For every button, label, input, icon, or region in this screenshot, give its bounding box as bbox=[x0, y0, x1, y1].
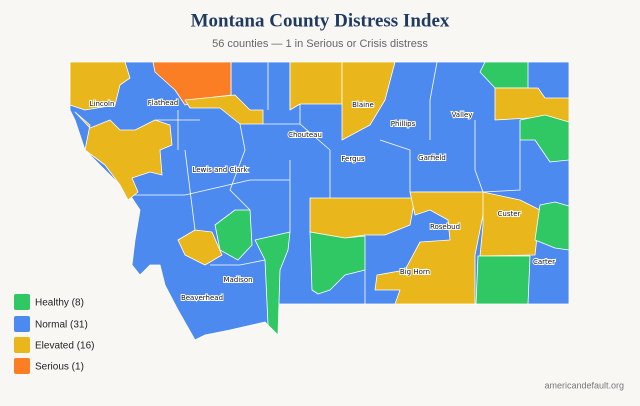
county-label: Fergus bbox=[341, 155, 365, 163]
county-label: Beaverhead bbox=[181, 294, 223, 302]
region-healthy bbox=[309, 231, 366, 295]
legend-swatch bbox=[14, 294, 30, 310]
region-healthy bbox=[475, 255, 531, 305]
region-elevated bbox=[69, 61, 131, 111]
region-elevated bbox=[494, 87, 570, 123]
county-label: Custer bbox=[498, 210, 521, 218]
region-elevated bbox=[74, 111, 173, 201]
county-label: Chouteau bbox=[288, 131, 322, 139]
legend: Healthy (8) Normal (31) Elevated (16) Se… bbox=[14, 294, 94, 374]
region-elevated bbox=[177, 229, 223, 266]
county-label: Flathead bbox=[148, 99, 178, 107]
legend-swatch bbox=[14, 358, 30, 374]
legend-swatch bbox=[14, 316, 30, 332]
title: Montana County Distress Index bbox=[191, 10, 450, 31]
source: americandefault.org bbox=[544, 380, 624, 390]
county-label: Garfield bbox=[418, 154, 446, 162]
region-elevated bbox=[374, 191, 486, 305]
region-elevated bbox=[289, 61, 343, 111]
county-label: Lincoln bbox=[90, 100, 115, 108]
legend-swatch bbox=[14, 337, 30, 353]
legend-label: Serious (1) bbox=[35, 362, 84, 373]
county-label: Rosebud bbox=[430, 223, 460, 231]
county-label: Valley bbox=[452, 111, 473, 119]
county-label: Big Horn bbox=[400, 268, 430, 276]
county-label: Madison bbox=[223, 276, 252, 284]
subtitle: 56 counties — 1 in Serious or Crisis dis… bbox=[212, 38, 428, 50]
region-elevated bbox=[184, 94, 264, 125]
region-healthy bbox=[534, 201, 570, 251]
region-healthy bbox=[254, 231, 291, 336]
county-label: Phillips bbox=[391, 120, 416, 128]
region-elevated bbox=[341, 61, 396, 141]
map bbox=[69, 61, 570, 341]
county-labels: Lincoln Flathead Blaine Phillips Valley … bbox=[89, 98, 557, 303]
legend-label: Elevated (16) bbox=[35, 341, 94, 352]
region-elevated bbox=[479, 191, 541, 257]
county-label: Carter bbox=[533, 258, 555, 266]
region-healthy bbox=[519, 114, 570, 163]
legend-label: Normal (31) bbox=[35, 320, 88, 331]
legend-label: Healthy (8) bbox=[35, 298, 84, 309]
county-label: Blaine bbox=[352, 101, 374, 109]
county-label: Lewis and Clark bbox=[192, 166, 248, 174]
